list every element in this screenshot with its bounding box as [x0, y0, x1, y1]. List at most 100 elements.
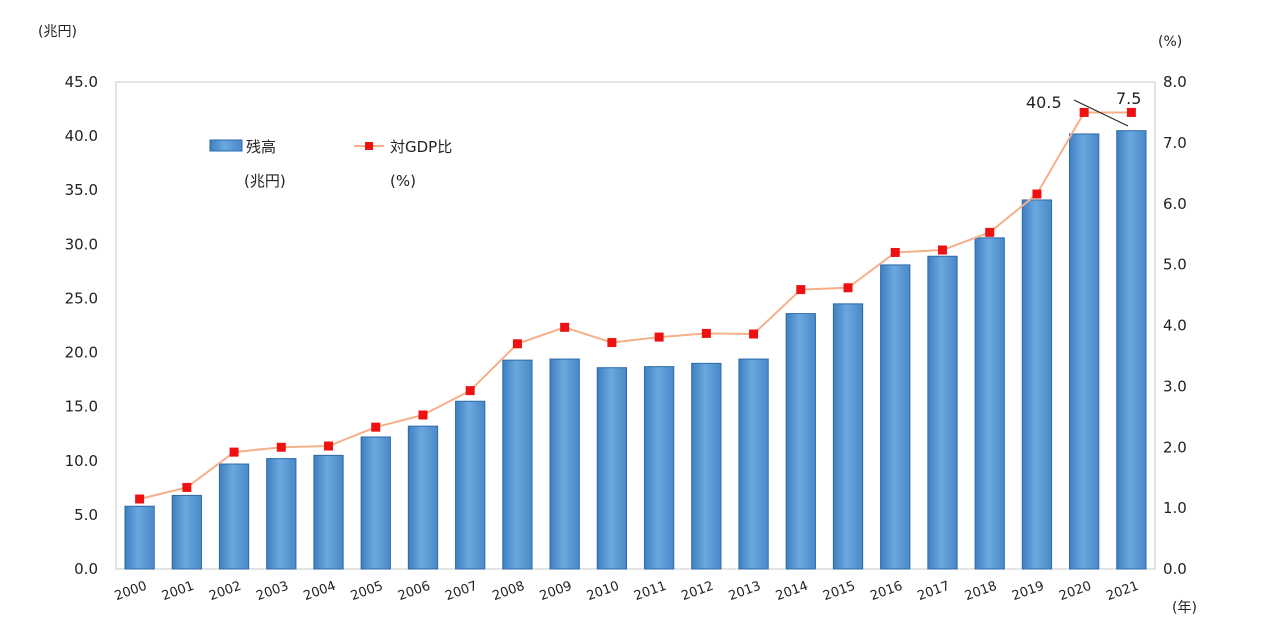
line-point [796, 285, 806, 295]
x-tick-label: 2004 [302, 579, 338, 604]
x-tick-label: 2016 [868, 579, 904, 604]
line-point [512, 339, 522, 349]
line-point [749, 329, 759, 339]
line-point [654, 332, 664, 342]
left-tick-label: 15.0 [65, 398, 98, 416]
left-tick-label: 35.0 [65, 181, 98, 199]
x-tick-label: 2010 [585, 579, 621, 604]
bar [643, 366, 675, 570]
legend-line-label: 対GDP比 [390, 138, 452, 156]
bar [738, 358, 769, 570]
annotation-line-value: 7.5 [1116, 89, 1141, 108]
bar [407, 425, 439, 570]
legend-bar-unit: (兆円) [244, 172, 286, 190]
line-point [890, 247, 900, 257]
bar [455, 400, 486, 570]
line-point [937, 245, 947, 255]
x-axis-ticks: 2000 2001 2002 2003 2004 2005 2006 2007 2008 2009… [113, 579, 1141, 604]
left-axis-unit: (兆円) [38, 24, 77, 40]
x-tick-label: 2011 [632, 579, 668, 604]
line-point [371, 422, 381, 432]
x-tick-label: 2013 [727, 579, 763, 604]
x-tick-label: 2021 [1105, 579, 1141, 604]
bar [124, 505, 155, 570]
bar [880, 264, 911, 570]
right-tick-label: 2.0 [1163, 438, 1187, 456]
x-tick-label: 2017 [916, 579, 952, 604]
line-point [418, 410, 428, 420]
bar [974, 237, 1005, 570]
right-axis-ticks: 0.0 1.0 2.0 3.0 4.0 5.0 6.0 7.0 8.0 [1163, 73, 1187, 578]
left-tick-label: 25.0 [65, 289, 98, 307]
line-point [985, 227, 995, 237]
line-point [465, 386, 475, 396]
line-point [182, 482, 192, 492]
right-tick-label: 5.0 [1163, 256, 1187, 274]
x-tick-label: 2019 [1010, 579, 1046, 604]
x-tick-label: 2014 [774, 579, 810, 604]
line-point [1032, 189, 1042, 199]
x-tick-label: 2001 [160, 579, 196, 604]
right-tick-label: 6.0 [1163, 195, 1187, 213]
bar [1021, 199, 1053, 570]
bar [785, 313, 816, 570]
bar-series [124, 130, 1147, 570]
bar [832, 303, 864, 570]
left-axis-ticks: 0.0 5.0 10.0 15.0 20.0 25.0 30.0 35.0 40.0 45.0 [65, 73, 98, 578]
right-tick-label: 0.0 [1163, 560, 1187, 578]
x-tick-label: 2005 [349, 579, 385, 604]
x-tick-label: 2020 [1057, 579, 1093, 604]
legend-line-unit: (%) [390, 172, 416, 190]
line-point [1079, 107, 1089, 117]
line-point [276, 442, 286, 452]
legend-bar-label: 残高 [246, 138, 276, 156]
annotation-leader-bar [1073, 99, 1129, 127]
legend: 残高 (兆円) 対GDP比 (%) [209, 138, 452, 190]
bar [266, 458, 297, 570]
x-tick-label: 2000 [113, 579, 149, 604]
bar [596, 367, 628, 570]
right-axis-unit: (%) [1158, 34, 1182, 50]
line-point [607, 338, 617, 348]
x-tick-label: 2007 [443, 579, 479, 604]
x-tick-label: 2008 [491, 579, 527, 604]
x-tick-label: 2003 [254, 579, 290, 604]
x-tick-label: 2002 [207, 579, 243, 604]
line-point [701, 328, 711, 338]
bar [1069, 133, 1100, 570]
line-point [1126, 107, 1136, 117]
bar [549, 358, 580, 570]
bar [218, 463, 250, 570]
right-tick-label: 4.0 [1163, 317, 1187, 335]
line-point [843, 283, 853, 293]
right-tick-label: 3.0 [1163, 377, 1187, 395]
left-tick-label: 45.0 [65, 73, 98, 91]
annotations: 40.5 7.5 [1026, 89, 1141, 127]
left-tick-label: 30.0 [65, 235, 98, 253]
bar [927, 255, 958, 570]
x-tick-label: 2009 [538, 579, 574, 604]
bar [360, 436, 391, 570]
bar [313, 454, 344, 570]
right-tick-label: 1.0 [1163, 499, 1187, 517]
x-tick-label: 2012 [679, 579, 715, 604]
bar [171, 494, 202, 570]
line-point [560, 322, 570, 332]
bar [1116, 130, 1147, 570]
left-tick-label: 5.0 [74, 506, 98, 524]
bar [691, 362, 722, 570]
bar [502, 359, 533, 570]
line-series [139, 111, 1132, 500]
left-tick-label: 40.0 [65, 127, 98, 145]
x-axis-unit: (年) [1172, 600, 1197, 616]
legend-line-marker [365, 142, 373, 150]
line-point [324, 441, 334, 451]
line-point [135, 494, 145, 504]
line-markers [135, 107, 1136, 504]
x-tick-label: 2015 [821, 579, 857, 604]
legend-bar-swatch [209, 139, 243, 152]
annotation-bar-value: 40.5 [1026, 93, 1062, 112]
plot-area [115, 81, 1156, 570]
right-tick-label: 8.0 [1163, 73, 1187, 91]
